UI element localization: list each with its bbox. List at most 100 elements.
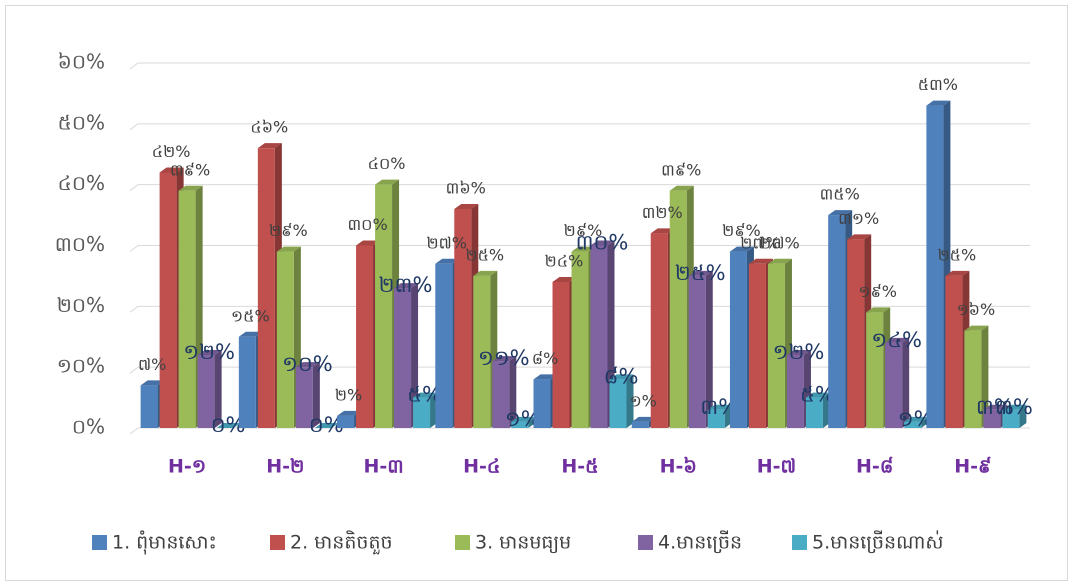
bar (767, 263, 785, 428)
bar (375, 184, 393, 428)
bar-top (511, 416, 536, 422)
bar (805, 397, 823, 428)
bar-top (140, 380, 165, 386)
bar (926, 105, 944, 428)
bar (904, 421, 922, 428)
value-label: ៣០% (347, 215, 387, 234)
bar-top-shade (178, 185, 203, 191)
legend-swatch (92, 535, 107, 550)
bar-top-shade (983, 404, 1008, 410)
value-label: ៨% (532, 349, 559, 368)
grid-line (129, 62, 1030, 70)
bar-top-shade (435, 258, 460, 264)
bar-top (276, 246, 301, 252)
value-label: ១១% (478, 346, 530, 370)
bar (140, 385, 158, 428)
bar-top-shade (609, 374, 634, 380)
value-label: ៣៩% (170, 160, 210, 179)
bar-top (805, 392, 830, 398)
bar-top-shade (847, 234, 872, 240)
legend-label: 1. ពុំមានសោះ (112, 530, 217, 556)
value-label: ១% (630, 391, 657, 410)
bar-top-shade (356, 240, 381, 246)
bar-top (964, 325, 989, 331)
bar-side-shade (981, 325, 989, 428)
x-tick-label: H-៦ (660, 456, 697, 478)
x-tick-label: H-១ (168, 456, 206, 478)
value-label: ១៥% (231, 306, 270, 325)
bar-top-shade (314, 423, 339, 428)
value-label: ៤៦% (250, 118, 288, 137)
bar-top (159, 167, 184, 173)
value-label: ២៤% (545, 252, 584, 271)
bar-side-shade (509, 356, 517, 428)
bar-top (473, 270, 498, 276)
bar (590, 245, 608, 428)
legend-swatch (455, 535, 470, 550)
bar-top-shade (688, 270, 713, 276)
x-tick-label: H-៤ (463, 456, 500, 478)
bar (650, 233, 668, 428)
bar-top-shade (413, 392, 438, 398)
legend-label: 2. មានតិចតួច (290, 530, 393, 556)
bar-top (178, 185, 203, 191)
bar-top-shade (767, 258, 792, 264)
bar-top (631, 416, 656, 422)
value-label: ៣១% (838, 209, 879, 228)
value-label: ៣% (976, 395, 1014, 419)
x-tick-label: H-៥ (561, 456, 598, 478)
bar-top-shade (337, 410, 362, 416)
bar (707, 409, 725, 428)
bar-top-shade (552, 277, 577, 282)
y-tick-label: ១០% (57, 354, 105, 378)
bar (454, 209, 472, 428)
legend-label: 4.មានច្រើន (658, 530, 742, 554)
bar (276, 251, 294, 428)
bar-top-shade (295, 362, 320, 368)
bar-top (238, 331, 263, 337)
x-tick-label: H-៧ (757, 456, 796, 478)
bar (631, 421, 649, 428)
bar-top-shade (492, 356, 517, 362)
grid-line (129, 184, 1030, 192)
bar (197, 355, 215, 428)
bar (492, 361, 510, 428)
bar-top (413, 392, 438, 398)
bar (945, 275, 963, 428)
bar-top (394, 283, 419, 289)
bar-top-shade (140, 380, 165, 386)
bar-side (312, 362, 320, 428)
value-label: ៣៩% (661, 160, 701, 179)
bar-top (533, 374, 558, 380)
value-label: ៣៥% (820, 185, 860, 204)
bar (571, 251, 589, 428)
bar-top-shade (885, 337, 910, 343)
bar-top (926, 100, 951, 106)
bar-top (669, 185, 694, 191)
value-label: ៣% (995, 395, 1033, 419)
y-tick-label: ៣០% (55, 232, 105, 256)
bar-top (295, 362, 320, 368)
grid-line (129, 245, 1030, 252)
bar-top (866, 307, 891, 313)
bar (748, 263, 766, 428)
bar (413, 397, 431, 428)
bar-top-shade (828, 210, 853, 216)
y-tick-label: ៥០% (58, 110, 105, 134)
bar (178, 190, 196, 428)
bar-side-shade (902, 337, 910, 428)
bar-top-shade (454, 204, 479, 209)
value-label: ៤០% (368, 154, 406, 173)
value-label: ២៧% (427, 233, 467, 252)
bar (688, 275, 706, 428)
bar-top (847, 234, 872, 240)
bar-top (828, 210, 853, 216)
value-label: ២៩% (722, 221, 761, 240)
legend-label: 3. មានមធ្យម (475, 532, 571, 554)
bar (337, 415, 355, 428)
y-tick-label: ៤០% (58, 171, 105, 195)
bar (473, 275, 491, 428)
value-label: ១៤% (871, 328, 922, 352)
bar-side (705, 270, 713, 428)
bar (609, 379, 627, 428)
